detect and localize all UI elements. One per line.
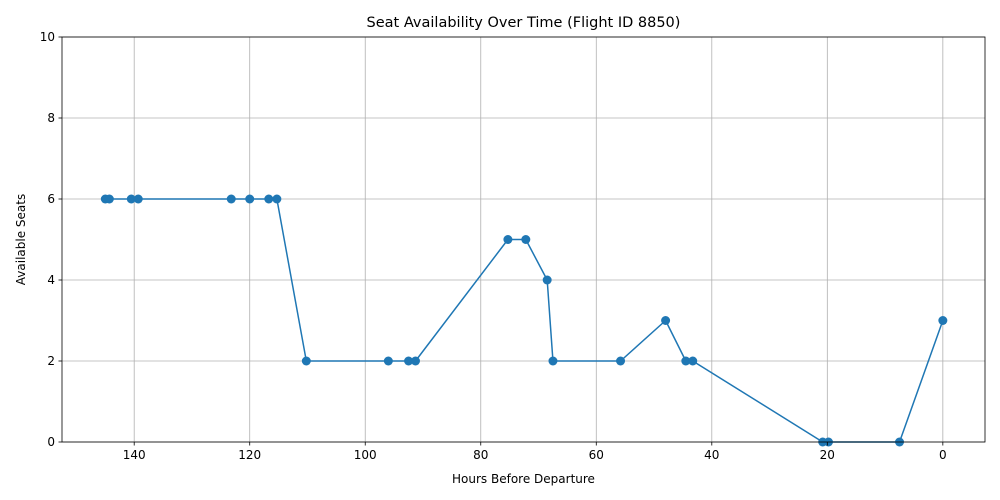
x-tick-label: 80 <box>473 448 488 462</box>
data-point <box>661 316 671 325</box>
data-point <box>616 356 626 366</box>
y-axis-ticks: 0 2 4 6 8 10 <box>40 30 62 449</box>
data-point <box>301 356 311 366</box>
x-tick-label: 40 <box>704 448 719 462</box>
y-axis-label: Available Seats <box>14 194 28 285</box>
data-point <box>681 356 691 366</box>
data-point <box>410 356 420 366</box>
data-point <box>126 194 136 204</box>
x-axis-label: Hours Before Departure <box>452 472 595 486</box>
data-point <box>226 194 236 204</box>
y-tick-label: 8 <box>47 111 55 125</box>
data-point <box>503 235 513 244</box>
y-tick-label: 6 <box>47 192 55 206</box>
series-line <box>105 198 944 443</box>
plot-frame <box>61 36 986 443</box>
x-axis-ticks: 140 120 100 80 60 40 20 0 <box>123 442 947 462</box>
data-point <box>245 194 255 204</box>
x-tick-label: 20 <box>820 448 835 462</box>
y-tick-label: 0 <box>47 435 55 449</box>
x-tick-label: 0 <box>939 448 947 462</box>
x-tick-label: 120 <box>238 448 261 462</box>
y-tick-label: 2 <box>47 354 55 368</box>
data-point <box>404 356 414 366</box>
data-point <box>938 316 948 325</box>
data-point <box>548 356 558 366</box>
data-point <box>521 235 531 244</box>
data-point <box>104 194 114 204</box>
x-tick-label: 60 <box>589 448 604 462</box>
y-tick-label: 4 <box>47 273 55 287</box>
data-point <box>272 194 282 204</box>
chart-title: Seat Availability Over Time (Flight ID 8… <box>367 15 681 31</box>
data-point <box>688 356 698 366</box>
data-point <box>133 194 143 204</box>
data-point <box>264 194 274 204</box>
data-point <box>542 275 552 285</box>
data-point <box>383 356 393 366</box>
x-tick-label: 140 <box>123 448 146 462</box>
series-layer <box>100 194 948 447</box>
grid <box>62 36 985 443</box>
y-tick-label: 10 <box>40 30 55 44</box>
x-tick-label: 100 <box>354 448 377 462</box>
